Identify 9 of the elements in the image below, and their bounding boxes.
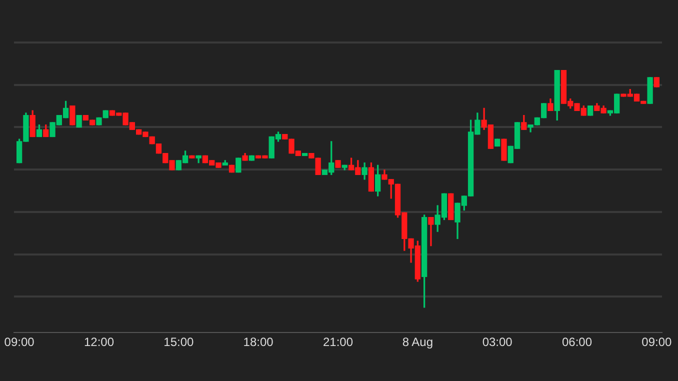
x-tick-label: 09:00 (642, 335, 672, 350)
x-tick-label: 06:00 (562, 335, 592, 350)
x-tick-label: 21:00 (322, 335, 354, 350)
x-tick-label: 8 Aug (402, 335, 434, 350)
x-tick-label: 12:00 (84, 335, 114, 350)
x-tick-label: 09:00 (4, 335, 35, 350)
x-tick-label: 18:00 (243, 335, 274, 350)
x-tick-label: 15:00 (164, 335, 194, 350)
x-tick-label: 03:00 (482, 335, 513, 350)
